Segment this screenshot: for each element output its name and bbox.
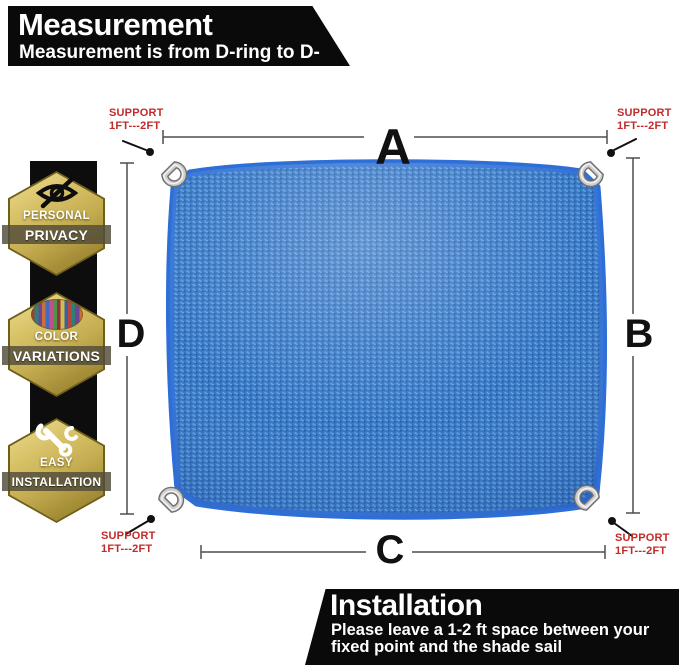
edge-label-d: D — [116, 312, 146, 356]
badge-easy-installation: EASY INSTALLATION — [2, 418, 111, 523]
installation-banner-title: Installation — [330, 589, 483, 622]
badge-top-label: EASY — [40, 457, 73, 469]
installation-subtitle-line2: fixed point and the shade sail — [331, 637, 563, 656]
support-pointer-top-left — [122, 140, 154, 156]
support-note-line2: 1FT---2FT — [101, 542, 153, 555]
support-note-line1: SUPPORT — [617, 107, 672, 119]
support-note-line1: SUPPORT — [109, 107, 164, 119]
d-ring-bottom-left — [158, 486, 185, 513]
badge-main-label: VARIATIONS — [2, 346, 111, 365]
measurement-banner: Measurement Measurement is from D-ring t… — [8, 6, 350, 66]
eye-off-icon — [8, 176, 105, 210]
installation-banner-subtitle: Please leave a 1-2 ft space between your… — [331, 622, 649, 655]
edge-label-c: C — [375, 528, 405, 572]
badge-top-label: PERSONAL — [22, 210, 91, 222]
edge-label-a: A — [374, 119, 412, 175]
support-note-line2: 1FT---2FT — [109, 119, 161, 132]
support-pointer-top-right — [607, 138, 637, 157]
edge-label-b: B — [624, 312, 654, 356]
measurement-banner-subtitle: Measurement is from D-ring to D-ring — [19, 42, 320, 85]
color-swatch-icon — [8, 297, 105, 331]
badge-personal-privacy: PERSONAL PRIVACY — [2, 171, 111, 276]
d-ring-top-left — [161, 161, 188, 188]
d-ring-top-right — [577, 161, 604, 188]
support-note-top-left: SUPPORT 1FT---2FT — [109, 107, 164, 133]
support-pointer-bottom-right — [608, 517, 633, 537]
badge-top-label: COLOR — [34, 331, 79, 343]
support-note-bottom-left: SUPPORT 1FT---2FT — [101, 530, 156, 556]
dimension-line-a — [162, 130, 608, 144]
support-note-line2: 1FT---2FT — [615, 544, 667, 557]
installation-banner: Installation Please leave a 1-2 ft space… — [305, 589, 679, 665]
badge-main-label: PRIVACY — [2, 225, 111, 244]
support-note-bottom-right: SUPPORT 1FT---2FT — [615, 532, 670, 558]
support-note-top-right: SUPPORT 1FT---2FT — [617, 107, 672, 133]
tools-icon — [8, 423, 105, 457]
dimension-line-c — [200, 545, 606, 559]
badge-main-label: INSTALLATION — [2, 472, 111, 491]
support-note-line1: SUPPORT — [615, 532, 670, 544]
dimension-line-d — [120, 162, 134, 515]
d-ring-bottom-right — [573, 484, 600, 511]
installation-subtitle-line1: Please leave a 1-2 ft space between your — [331, 621, 650, 639]
support-note-line1: SUPPORT — [101, 530, 156, 542]
support-pointer-bottom-left — [125, 515, 155, 535]
measurement-banner-title: Measurement — [18, 7, 213, 42]
badge-color-variations: COLOR VARIATIONS — [2, 292, 111, 397]
support-note-line2: 1FT---2FT — [617, 119, 669, 132]
dimension-line-b — [626, 157, 640, 514]
shade-sail-fabric — [165, 159, 608, 520]
